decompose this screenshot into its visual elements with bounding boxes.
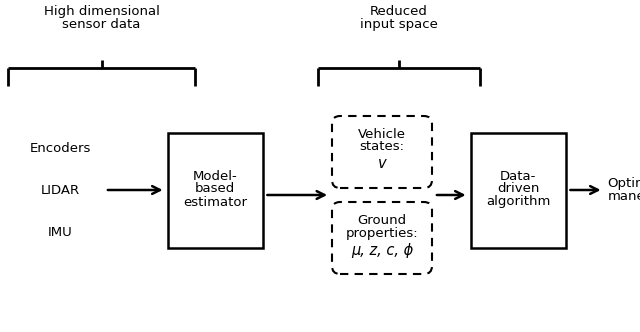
Text: IMU: IMU xyxy=(47,225,72,238)
Text: Encoders: Encoders xyxy=(29,141,91,154)
Text: sensor data: sensor data xyxy=(62,18,141,31)
Text: states:: states: xyxy=(360,140,404,153)
FancyBboxPatch shape xyxy=(332,202,432,274)
Text: High dimensional: High dimensional xyxy=(44,5,159,18)
Text: Optimal: Optimal xyxy=(607,177,640,190)
Text: properties:: properties: xyxy=(346,226,419,239)
Text: Vehicle: Vehicle xyxy=(358,128,406,141)
Text: Model-: Model- xyxy=(193,170,237,183)
Text: μ, z, c, ϕ: μ, z, c, ϕ xyxy=(351,242,413,258)
Text: v: v xyxy=(378,156,387,172)
Bar xyxy=(168,132,262,247)
Text: estimator: estimator xyxy=(183,196,247,208)
Bar xyxy=(470,132,566,247)
Text: algorithm: algorithm xyxy=(486,196,550,208)
FancyBboxPatch shape xyxy=(332,116,432,188)
Text: driven: driven xyxy=(497,183,539,196)
Text: input space: input space xyxy=(360,18,438,31)
Text: LIDAR: LIDAR xyxy=(40,184,79,197)
Text: based: based xyxy=(195,183,235,196)
Text: maneuver: maneuver xyxy=(607,191,640,204)
Text: Data-: Data- xyxy=(500,170,536,183)
Text: Ground: Ground xyxy=(357,214,406,227)
Text: Reduced: Reduced xyxy=(370,5,428,18)
